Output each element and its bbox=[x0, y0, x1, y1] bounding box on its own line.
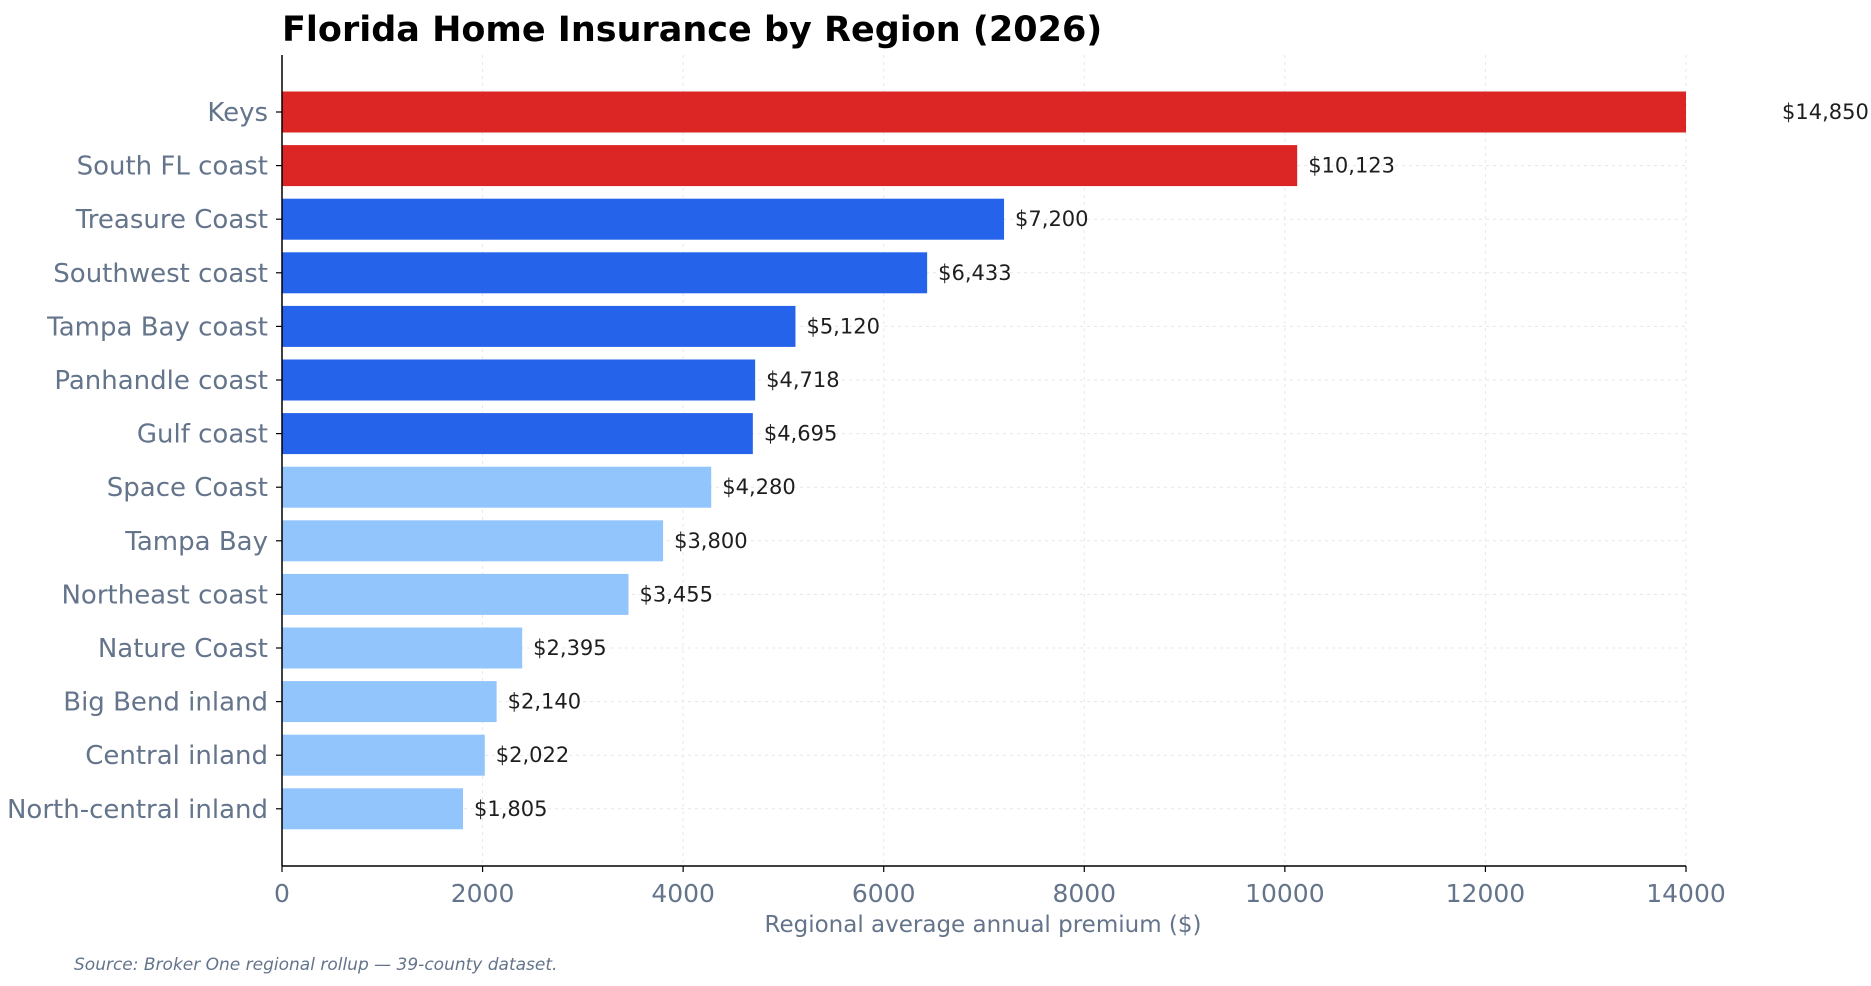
value-label: $4,280 bbox=[722, 475, 795, 499]
category-label: Treasure Coast bbox=[75, 205, 268, 235]
x-tick-label: 10000 bbox=[1245, 879, 1325, 908]
x-tick-label: 8000 bbox=[1052, 879, 1116, 908]
x-tick-label: 14000 bbox=[1646, 879, 1726, 908]
category-label: Northeast coast bbox=[61, 580, 268, 610]
bar bbox=[282, 198, 1005, 240]
category-label: Keys bbox=[207, 98, 268, 128]
category-label: Tampa Bay bbox=[124, 527, 268, 557]
category-label: Panhandle coast bbox=[54, 366, 268, 396]
bar bbox=[282, 627, 523, 669]
value-label: $3,455 bbox=[639, 582, 712, 606]
value-label: $6,433 bbox=[938, 261, 1011, 285]
x-tick-labels: 0 2000 4000 6000 8000 10000 12000 14000 bbox=[274, 111, 1726, 908]
value-label: $4,695 bbox=[764, 422, 837, 446]
value-label: $1,805 bbox=[474, 797, 547, 821]
bar bbox=[282, 520, 664, 562]
bar bbox=[282, 359, 756, 401]
bar bbox=[282, 734, 485, 776]
bar bbox=[282, 91, 1686, 133]
x-tick-label: 4000 bbox=[651, 879, 715, 908]
x-tick-label: 0 bbox=[274, 879, 290, 908]
x-axis-title: Regional average annual premium ($) bbox=[765, 912, 1202, 938]
category-label: Central inland bbox=[85, 741, 268, 771]
category-label: Space Coast bbox=[107, 473, 268, 503]
chart-title: Florida Home Insurance by Region (2026) bbox=[282, 10, 1102, 50]
bar bbox=[282, 305, 796, 347]
value-label: $2,022 bbox=[496, 743, 569, 767]
category-label: Southwest coast bbox=[53, 259, 268, 289]
value-label: $14,850 bbox=[1782, 100, 1869, 124]
bar bbox=[282, 573, 629, 615]
category-label: South FL coast bbox=[77, 152, 268, 182]
source-note: Source: Broker One regional rollup — 39-… bbox=[74, 955, 557, 975]
value-label: $3,800 bbox=[674, 529, 747, 553]
bars bbox=[282, 91, 1686, 830]
value-label: $4,718 bbox=[766, 368, 839, 392]
category-label: North-central inland bbox=[7, 795, 268, 825]
category-label: Tampa Bay coast bbox=[46, 312, 268, 342]
bar bbox=[282, 681, 497, 723]
value-labels: $14,850 $10,123 $7,200 $6,433 $5,120 $4,718 $4… bbox=[474, 100, 1869, 821]
bar bbox=[282, 788, 464, 830]
category-label: Gulf coast bbox=[137, 420, 268, 450]
value-label: $7,200 bbox=[1015, 207, 1088, 231]
category-label: Nature Coast bbox=[98, 634, 268, 664]
category-label: Big Bend inland bbox=[63, 688, 268, 718]
bar bbox=[282, 145, 1298, 187]
x-tick-label: 12000 bbox=[1446, 879, 1526, 908]
value-label: $5,120 bbox=[806, 314, 879, 338]
bar bbox=[282, 466, 712, 508]
value-label: $2,395 bbox=[533, 636, 606, 660]
x-tick-label: 2000 bbox=[451, 879, 515, 908]
value-label: $2,140 bbox=[508, 690, 581, 714]
value-label: $10,123 bbox=[1308, 154, 1395, 178]
category-labels: Keys South FL coast Treasure Coast Southwes… bbox=[7, 98, 268, 825]
bar bbox=[282, 252, 928, 294]
bar bbox=[282, 413, 753, 455]
x-tick-label: 6000 bbox=[852, 879, 916, 908]
